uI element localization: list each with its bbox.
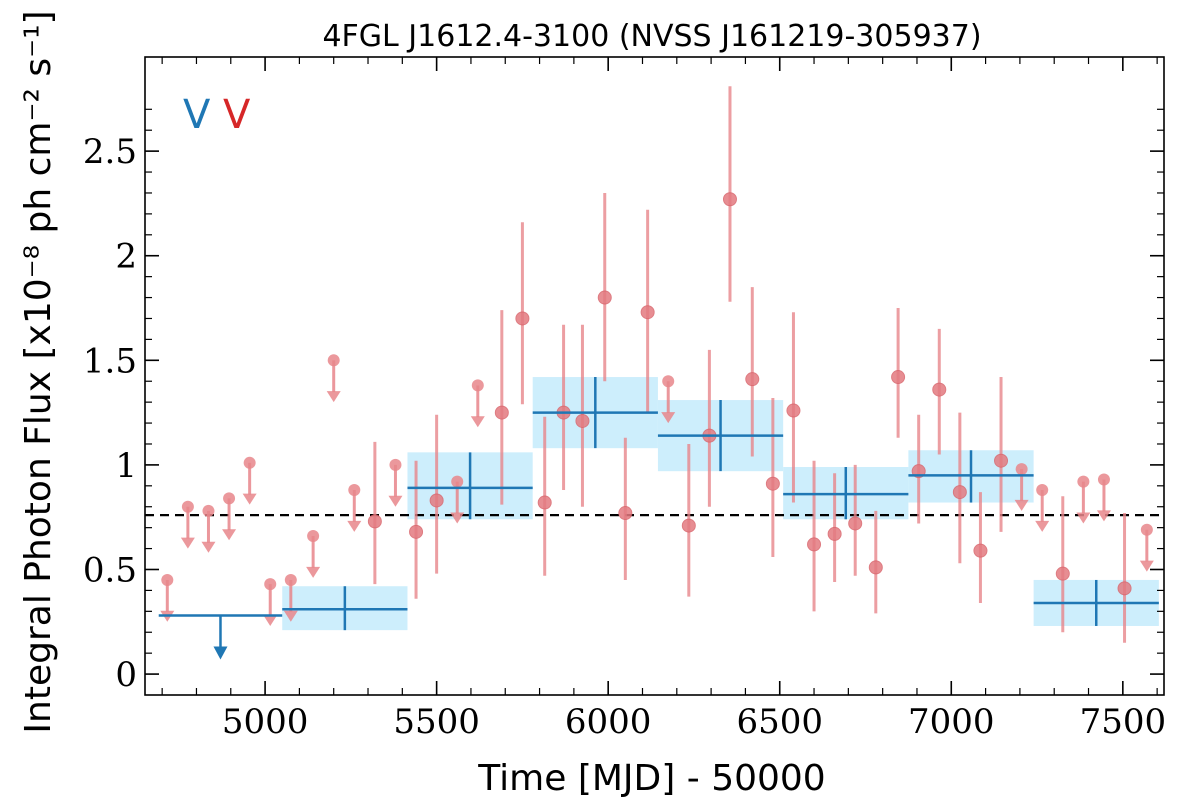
red-ul-point-42	[1036, 484, 1049, 497]
red-point-31	[807, 537, 822, 552]
red-point-16	[494, 405, 509, 420]
red-ul-arrow-41	[1014, 499, 1029, 511]
red-point-13	[429, 493, 444, 508]
red-point-38	[952, 485, 967, 500]
red-ul-point-2	[202, 504, 215, 517]
red-ul-arrow-24	[661, 412, 676, 424]
legend-entry-red: V	[223, 92, 251, 138]
red-ul-point-0	[161, 573, 174, 586]
red-ul-arrow-4	[242, 493, 257, 505]
axis-ticks-layer: 5000 5500 6000 6500 7000 7500 0 0.5 1 1.5 2 2.5	[83, 57, 1166, 742]
red-ul-point-4	[243, 456, 256, 469]
red-point-10	[367, 514, 382, 529]
red-point-27	[722, 192, 737, 207]
plot-area: 5000 5500 6000 6500 7000 7500 0 0.5 1 1.5 2 2.5	[83, 56, 1166, 742]
red-ul-arrow-45	[1096, 510, 1111, 522]
red-point-21	[597, 290, 612, 305]
red-ul-arrow-15	[470, 416, 485, 428]
red-ul-point-24	[662, 375, 675, 388]
x-tick-label-2: 6000	[565, 702, 652, 742]
red-point-46	[1117, 581, 1132, 596]
red-point-20	[575, 413, 590, 428]
y-tick-label-3: 1.5	[83, 341, 137, 381]
red-ul-point-3	[223, 492, 236, 505]
red-ul-arrow-7	[306, 566, 321, 578]
red-point-25	[681, 518, 696, 533]
red-ul-point-47	[1140, 523, 1153, 536]
plot-frame	[144, 56, 1165, 696]
red-ul-arrow-14	[450, 512, 465, 524]
red-ul-arrow-9	[347, 520, 362, 532]
red-point-39	[973, 543, 988, 558]
red-ul-arrow-11	[388, 495, 403, 507]
red-point-28	[745, 372, 760, 387]
red-ul-arrow-3	[222, 529, 237, 541]
red-point-35	[891, 370, 906, 385]
red-ul-point-41	[1015, 463, 1028, 476]
red-ul-point-44	[1077, 475, 1090, 488]
red-ul-arrow-6	[283, 610, 298, 622]
red-ul-arrow-2	[201, 541, 216, 553]
red-ul-point-5	[264, 578, 277, 591]
red-point-40	[994, 453, 1009, 468]
y-tick-label-1: 0.5	[83, 550, 137, 590]
y-tick-label-4: 2	[115, 237, 137, 277]
red-point-17	[515, 311, 530, 326]
red-point-33	[848, 516, 863, 531]
red-ul-point-15	[471, 379, 484, 392]
legend: V V	[183, 92, 251, 138]
red-ul-arrow-8	[326, 391, 341, 403]
x-tick-label-3: 6500	[736, 702, 823, 742]
x-tick-label-1: 5500	[393, 702, 480, 742]
red-point-32	[827, 526, 842, 541]
red-ul-point-6	[284, 573, 297, 586]
red-points-layer	[160, 86, 1154, 643]
x-axis-label: Time [MJD] - 50000	[477, 758, 825, 799]
red-point-34	[868, 560, 883, 575]
y-tick-label-0: 0	[115, 655, 137, 695]
red-point-30	[786, 403, 801, 418]
red-point-43	[1055, 566, 1070, 581]
x-tick-label-4: 7000	[908, 702, 995, 742]
red-ul-arrow-42	[1035, 520, 1050, 532]
red-ul-point-14	[451, 475, 464, 488]
y-tick-label-5: 2.5	[83, 132, 137, 172]
red-ul-point-1	[181, 500, 194, 513]
red-point-29	[765, 476, 780, 491]
red-point-37	[932, 382, 947, 397]
blue-ul-arrow-0	[213, 646, 228, 660]
x-tick-label-0: 5000	[222, 702, 309, 742]
legend-entry-blue: V	[183, 92, 211, 138]
red-ul-point-8	[327, 354, 340, 367]
red-point-23	[640, 305, 655, 320]
blue-bins-layer	[158, 377, 1159, 660]
red-point-12	[409, 524, 424, 539]
y-axis-label: Integral Photon Flux [x10⁻⁸ ph cm⁻² s⁻¹]	[18, 10, 59, 733]
chart-title: 4FGL J1612.4-3100 (NVSS J161219-305937)	[322, 19, 981, 54]
red-point-18	[537, 495, 552, 510]
red-ul-point-45	[1097, 473, 1110, 486]
red-point-22	[618, 506, 633, 521]
x-tick-label-5: 7500	[1080, 702, 1167, 742]
red-ul-arrow-47	[1139, 560, 1154, 572]
red-ul-point-9	[348, 484, 361, 497]
red-ul-arrow-44	[1076, 512, 1091, 524]
red-ul-point-11	[389, 458, 402, 471]
red-ul-arrow-1	[180, 537, 195, 549]
red-ul-arrow-5	[263, 614, 278, 626]
red-ul-point-7	[307, 530, 320, 543]
y-tick-label-2: 1	[115, 446, 137, 486]
